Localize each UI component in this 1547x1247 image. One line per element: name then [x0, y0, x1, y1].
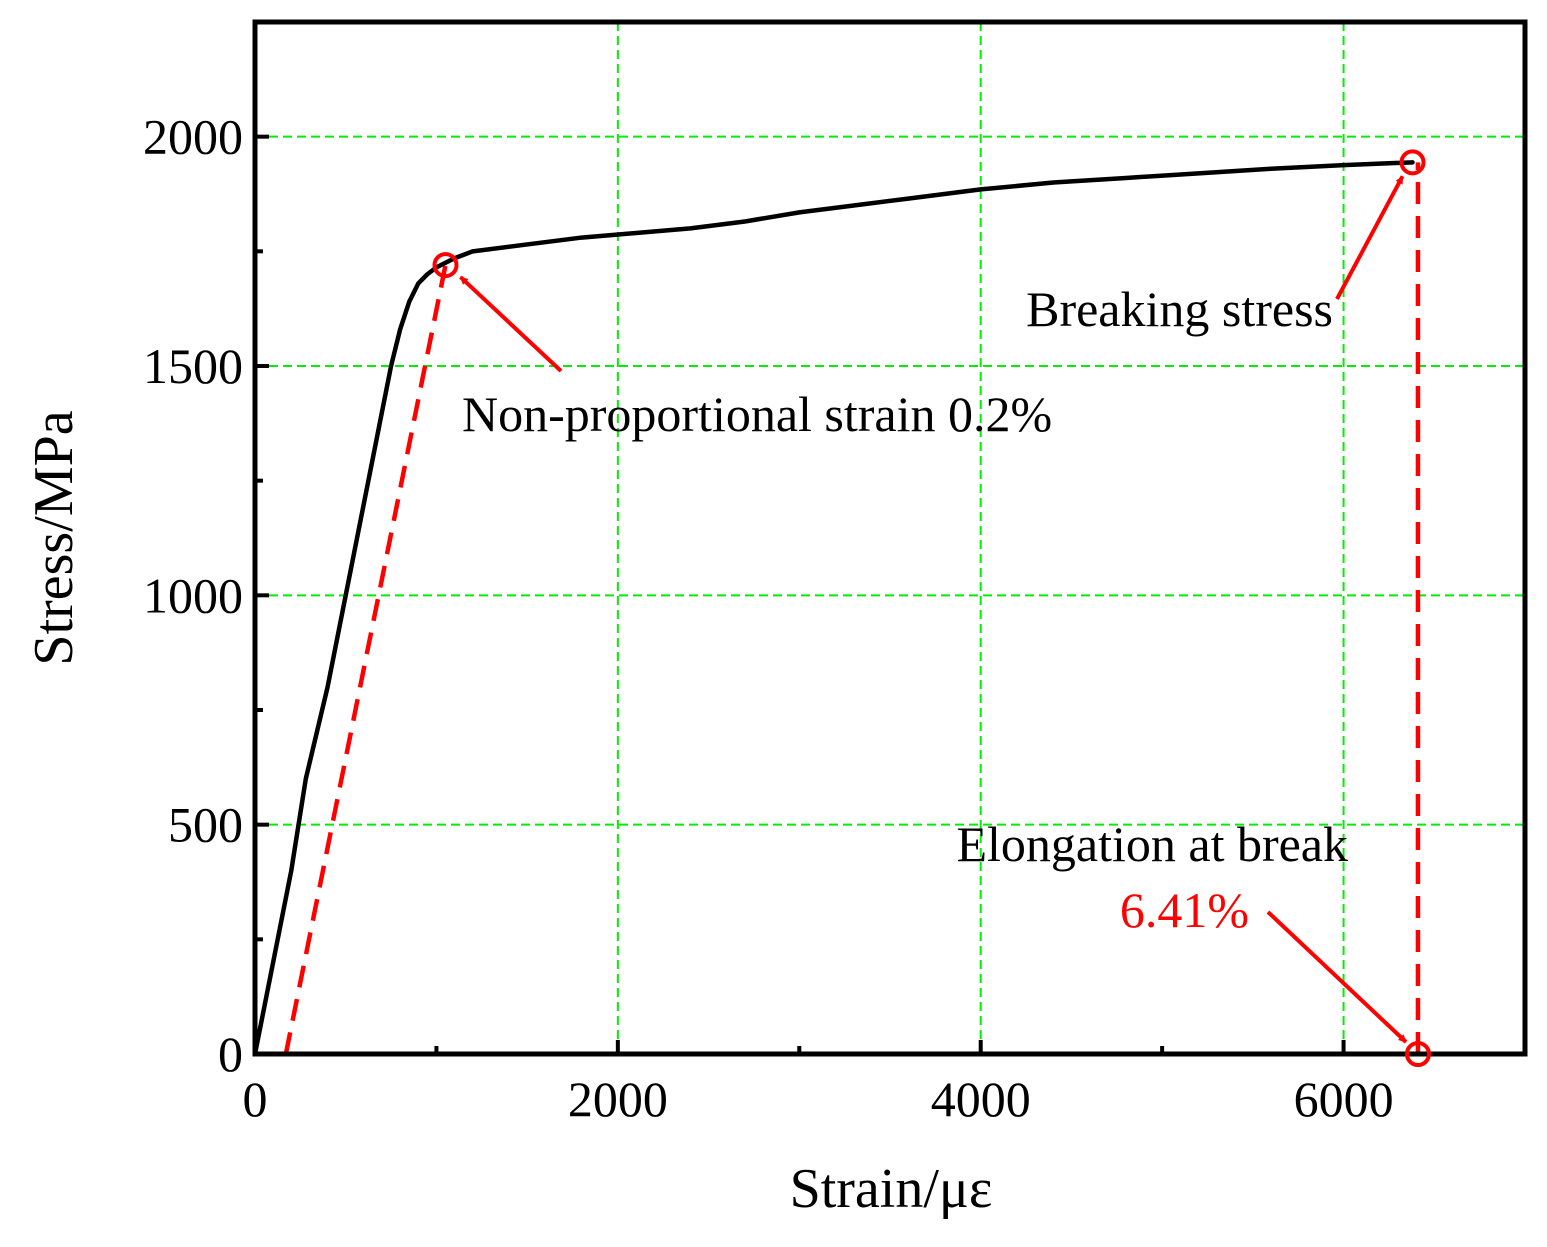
y-axis-title: Stress/MPa: [23, 410, 85, 665]
guide-lines: [283, 162, 1421, 1055]
offset-line: [283, 264, 448, 1055]
x-axis-title: Strain/με: [790, 1158, 993, 1220]
grid: [255, 22, 1525, 1054]
y-tick-label: 1500: [143, 338, 243, 394]
plot-frame: [252, 19, 1528, 1057]
x-tick-label: 2000: [568, 1071, 668, 1127]
tick-labels: 0 2000 4000 6000 0 500 1000 1500 2000: [143, 109, 1394, 1127]
y-tick-label: 2000: [143, 109, 243, 165]
yield-annotation-label: Non-proportional strain 0.2%: [462, 386, 1052, 442]
elongation-arrow: [1266, 910, 1408, 1044]
data-series: [252, 160, 1415, 1057]
break-annotation-label: Breaking stress: [1026, 281, 1333, 337]
break-arrow: [1335, 175, 1405, 300]
yield-arrow: [459, 275, 563, 373]
y-tick-label: 1000: [143, 567, 243, 623]
y-tick-label: 500: [168, 797, 243, 853]
elongation-point-marker: [1404, 1041, 1431, 1067]
x-tick-label: 0: [243, 1071, 268, 1127]
breaking-point-marker: [1399, 149, 1426, 176]
y-tick-label: 0: [218, 1026, 243, 1082]
x-tick-label: 4000: [931, 1071, 1031, 1127]
elongation-annotation-label: Elongation at break: [956, 816, 1348, 872]
x-tick-label: 6000: [1294, 1071, 1394, 1127]
annotation-arrows: [459, 175, 1408, 1044]
stress-strain-curve: [252, 160, 1415, 1057]
point-markers: [432, 149, 1431, 1067]
yield-point-marker: [432, 252, 459, 279]
plot-border: [252, 19, 1528, 1057]
elongation-value-label: 6.41%: [1120, 882, 1249, 938]
